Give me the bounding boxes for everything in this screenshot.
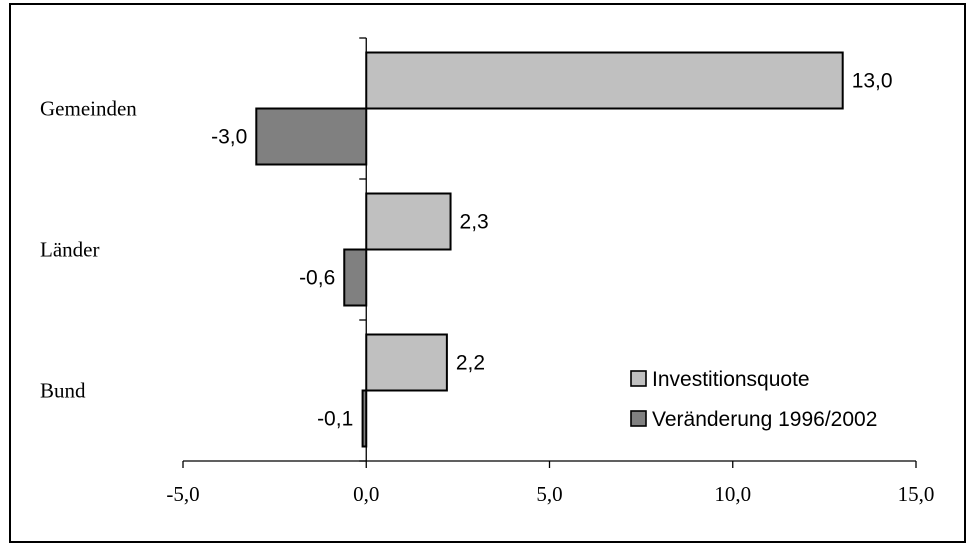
- data-label: -0,1: [317, 408, 353, 431]
- category-label: Länder: [40, 238, 99, 262]
- x-tick-label: 0,0: [353, 482, 379, 506]
- data-label: 2,2: [456, 352, 485, 375]
- bar-veraenderung: [255, 107, 368, 166]
- category-label: Gemeinden: [40, 97, 137, 121]
- x-tick-label: 10,0: [714, 482, 751, 506]
- bar-investitionsquote: [365, 333, 448, 392]
- category-label: Bund: [40, 379, 86, 403]
- bar-investitionsquote: [365, 192, 452, 251]
- x-tick-label: -5,0: [166, 482, 199, 506]
- data-label: 13,0: [852, 70, 893, 93]
- legend-label: Investitionsquote: [652, 368, 810, 391]
- data-label: 2,3: [460, 211, 489, 234]
- bar-investitionsquote: [365, 51, 844, 110]
- legend-swatch: [630, 370, 647, 387]
- data-label: -3,0: [211, 126, 247, 149]
- data-label: -0,6: [299, 267, 335, 290]
- bar-veraenderung: [343, 248, 368, 307]
- bar-veraenderung: [361, 389, 368, 448]
- x-tick-label: 15,0: [898, 482, 935, 506]
- x-tick-label: 5,0: [536, 482, 562, 506]
- legend-swatch: [630, 410, 647, 427]
- legend-label: Veränderung 1996/2002: [652, 408, 877, 431]
